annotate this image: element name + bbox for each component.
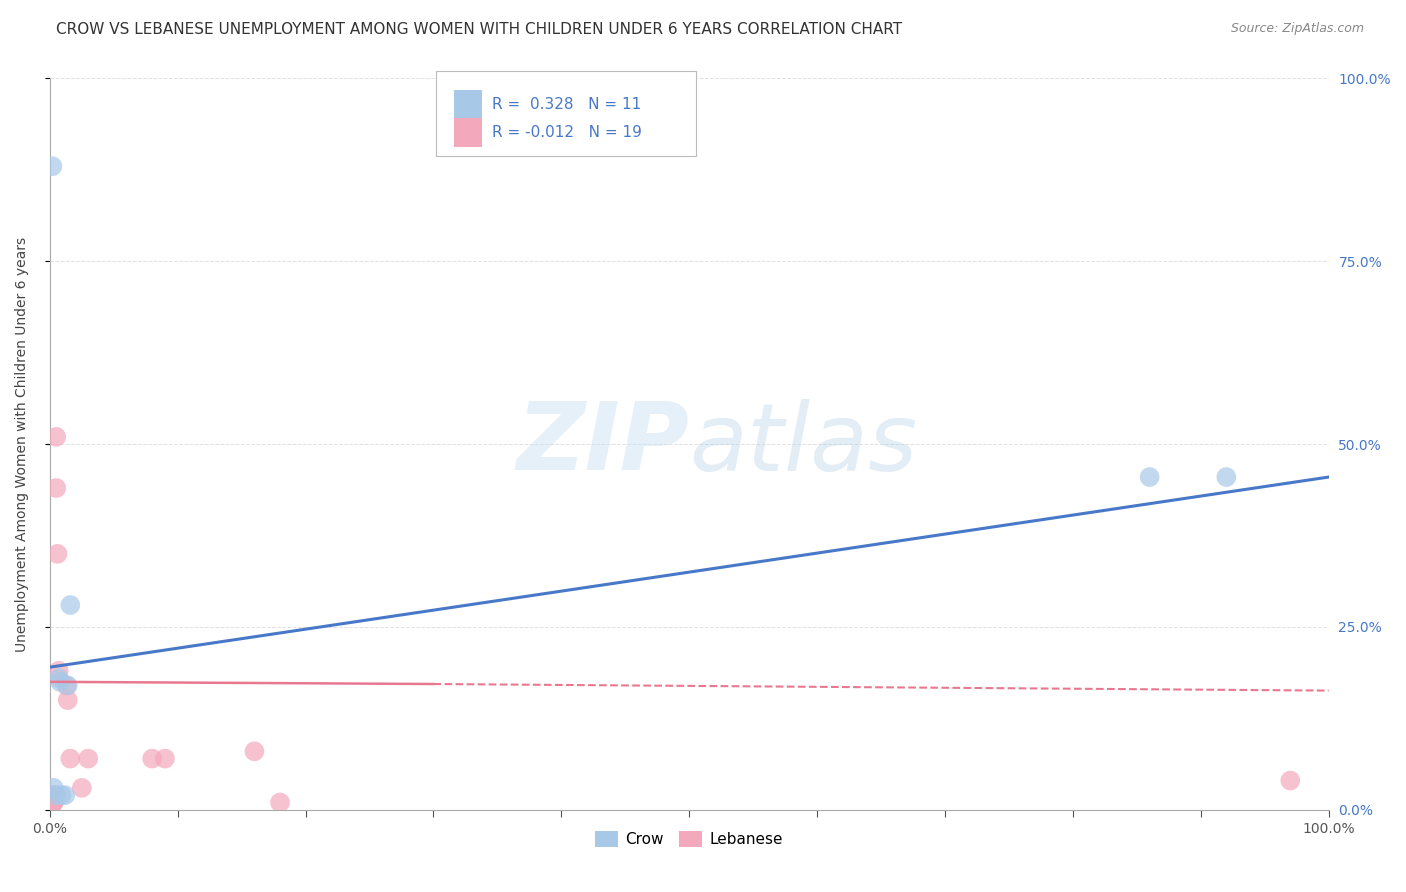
Point (1139, 470, 1161, 484)
Point (243, 744, 266, 758)
Point (51, 788, 73, 802)
Point (56, 678, 79, 692)
Y-axis label: Unemployment Among Women with Children Under 6 years: Unemployment Among Women with Children U… (15, 236, 30, 652)
Point (42, 796, 65, 810)
Point (45, 481, 67, 495)
Text: CROW VS LEBANESE UNEMPLOYMENT AMONG WOMEN WITH CHILDREN UNDER 6 YEARS CORRELATIO: CROW VS LEBANESE UNEMPLOYMENT AMONG WOME… (56, 22, 903, 37)
Point (70, 780, 93, 795)
Text: R = -0.012   N = 19: R = -0.012 N = 19 (492, 125, 643, 140)
Point (55, 678, 77, 692)
Point (1215, 470, 1237, 484)
Text: Source: ZipAtlas.com: Source: ZipAtlas.com (1230, 22, 1364, 36)
Point (77, 751, 100, 765)
Point (269, 796, 291, 810)
Point (59, 598, 82, 612)
Text: R =  0.328   N = 11: R = 0.328 N = 11 (492, 97, 641, 112)
Point (45, 788, 67, 802)
Point (42, 796, 65, 810)
Point (44, 788, 66, 802)
Point (41, 159, 63, 173)
Point (42, 780, 65, 795)
Point (48, 664, 70, 678)
Text: ZIP: ZIP (516, 398, 689, 490)
Legend: Crow, Lebanese: Crow, Lebanese (589, 825, 790, 854)
Point (56, 693, 79, 707)
Point (59, 751, 82, 765)
Point (45, 430, 67, 444)
Point (41, 788, 63, 802)
Point (48, 671, 70, 685)
Point (49, 674, 72, 689)
Point (141, 751, 163, 765)
Text: atlas: atlas (689, 399, 918, 490)
Point (153, 751, 176, 765)
Point (53, 788, 76, 802)
Point (41, 796, 63, 810)
Point (1279, 773, 1302, 788)
Point (46, 547, 69, 561)
